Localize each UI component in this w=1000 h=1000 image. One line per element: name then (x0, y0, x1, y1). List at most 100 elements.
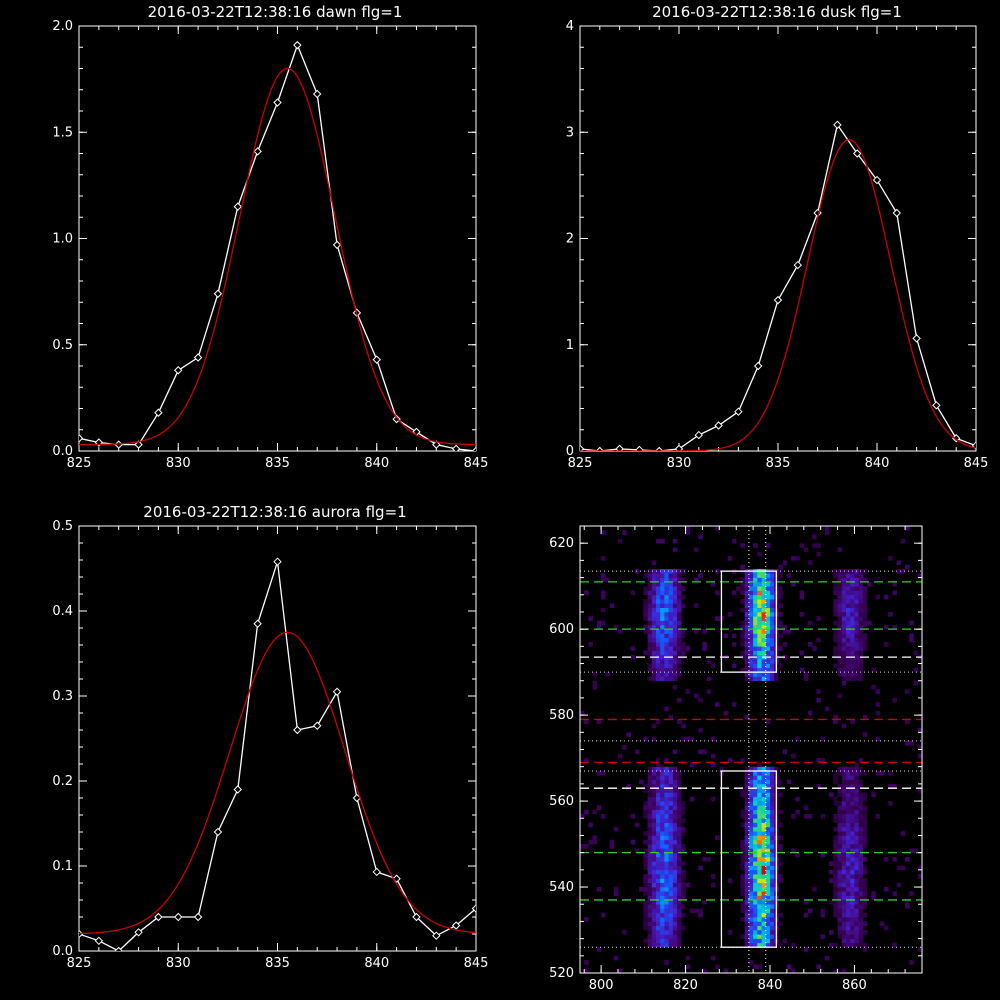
image-pixel (778, 624, 783, 630)
image-pixel (837, 792, 843, 798)
image-pixel (770, 942, 775, 948)
image-pixel (841, 783, 847, 789)
image-pixel (778, 633, 783, 639)
image-pixel (668, 779, 674, 785)
image-pixel (681, 818, 686, 823)
image-pixel (601, 814, 606, 819)
image-pixel (795, 736, 800, 742)
image-pixel (596, 624, 602, 630)
image-pixel (660, 775, 665, 780)
image-pixel (770, 938, 775, 944)
image-pixel (660, 590, 665, 596)
image-pixel (651, 809, 657, 815)
image-pixel (757, 599, 762, 604)
image-pixel (656, 569, 661, 574)
image-pixel (761, 676, 767, 681)
image-pixel (744, 771, 750, 776)
image-pixel (888, 801, 893, 806)
image-pixel (748, 599, 754, 604)
image-pixel (664, 667, 669, 673)
image-pixel (854, 934, 859, 939)
image-pixel (677, 801, 682, 806)
image-pixel (681, 723, 686, 729)
image-pixel (879, 771, 885, 776)
image-pixel (744, 796, 750, 802)
image-pixel (668, 801, 674, 806)
image-pixel (664, 676, 669, 681)
image-pixel (715, 964, 720, 969)
image-pixel (854, 612, 859, 617)
image-pixel (643, 809, 648, 815)
image-pixel (630, 646, 636, 651)
image-pixel (837, 547, 843, 553)
image-pixel (841, 663, 847, 669)
image-pixel (757, 861, 762, 866)
image-pixel (761, 822, 767, 828)
image-pixel (858, 878, 864, 883)
image-pixel (829, 792, 834, 798)
image-pixel (634, 749, 640, 755)
image-pixel (837, 925, 843, 931)
image-pixel (656, 607, 661, 613)
image-pixel (744, 930, 750, 935)
image-pixel (681, 801, 686, 806)
image-pixels (580, 526, 923, 974)
image-pixel (744, 599, 750, 604)
image-pixel (651, 637, 657, 643)
image-pixel (748, 848, 754, 853)
image-pixel (596, 719, 602, 724)
image-pixel (651, 844, 657, 849)
image-pixel (761, 805, 767, 810)
image-pixel (837, 912, 843, 918)
image-pixel (660, 788, 665, 793)
image-pixel (651, 620, 657, 626)
image-pixel (647, 586, 653, 591)
image-pixel (753, 771, 758, 776)
image-pixel (668, 917, 674, 922)
image-pixel (630, 839, 636, 845)
image-pixel (854, 895, 859, 901)
image-pixel (613, 826, 619, 832)
aurora-data-point (471, 904, 476, 913)
image-pixel (862, 904, 868, 909)
image-pixel (681, 861, 686, 866)
image-pixel (761, 835, 767, 841)
image-pixel (850, 844, 855, 849)
image-pixel (744, 792, 750, 798)
image-pixel (681, 844, 686, 849)
image-pixel (892, 581, 897, 587)
image-pixel (841, 629, 847, 634)
image-pixel (757, 637, 762, 643)
image-pixel (820, 736, 826, 742)
image-pixel (677, 792, 682, 798)
image-pixel (660, 616, 665, 621)
image-pixel (837, 891, 843, 896)
image-pixel (837, 783, 843, 789)
image-pixel (677, 599, 682, 604)
aurora-spectrum-panel: 2016-03-22T12:38:16 aurora flg=1 825 830 8… (52, 503, 488, 971)
image-pixel (698, 697, 703, 703)
image-pixel (651, 912, 657, 918)
aurora-y-tick-label: 0.2 (52, 774, 73, 789)
image-pixel (668, 624, 674, 630)
image-pixel (689, 736, 695, 742)
image-pixel (858, 934, 864, 939)
dawn-x-tick-label: 825 (67, 456, 92, 471)
image-pixel (753, 814, 758, 819)
image-pixel (833, 904, 838, 909)
image-pixel (799, 594, 805, 600)
image-pixel (660, 603, 665, 608)
dawn-spectrum-panel: 2016-03-22T12:38:16 dawn flg=1 825 830 835… (52, 3, 488, 471)
image-pixel (677, 663, 682, 669)
image-pixel (668, 844, 674, 849)
image-pixel (837, 878, 843, 883)
image-pixel (871, 891, 876, 896)
image-pixel (727, 878, 733, 883)
image-pixel (765, 912, 771, 918)
image-pixel (905, 857, 910, 862)
image-pixel (672, 581, 678, 587)
image-pixel (824, 526, 830, 531)
image-pixel (862, 899, 868, 905)
image-pixel (850, 917, 855, 922)
image-pixel (647, 814, 653, 819)
